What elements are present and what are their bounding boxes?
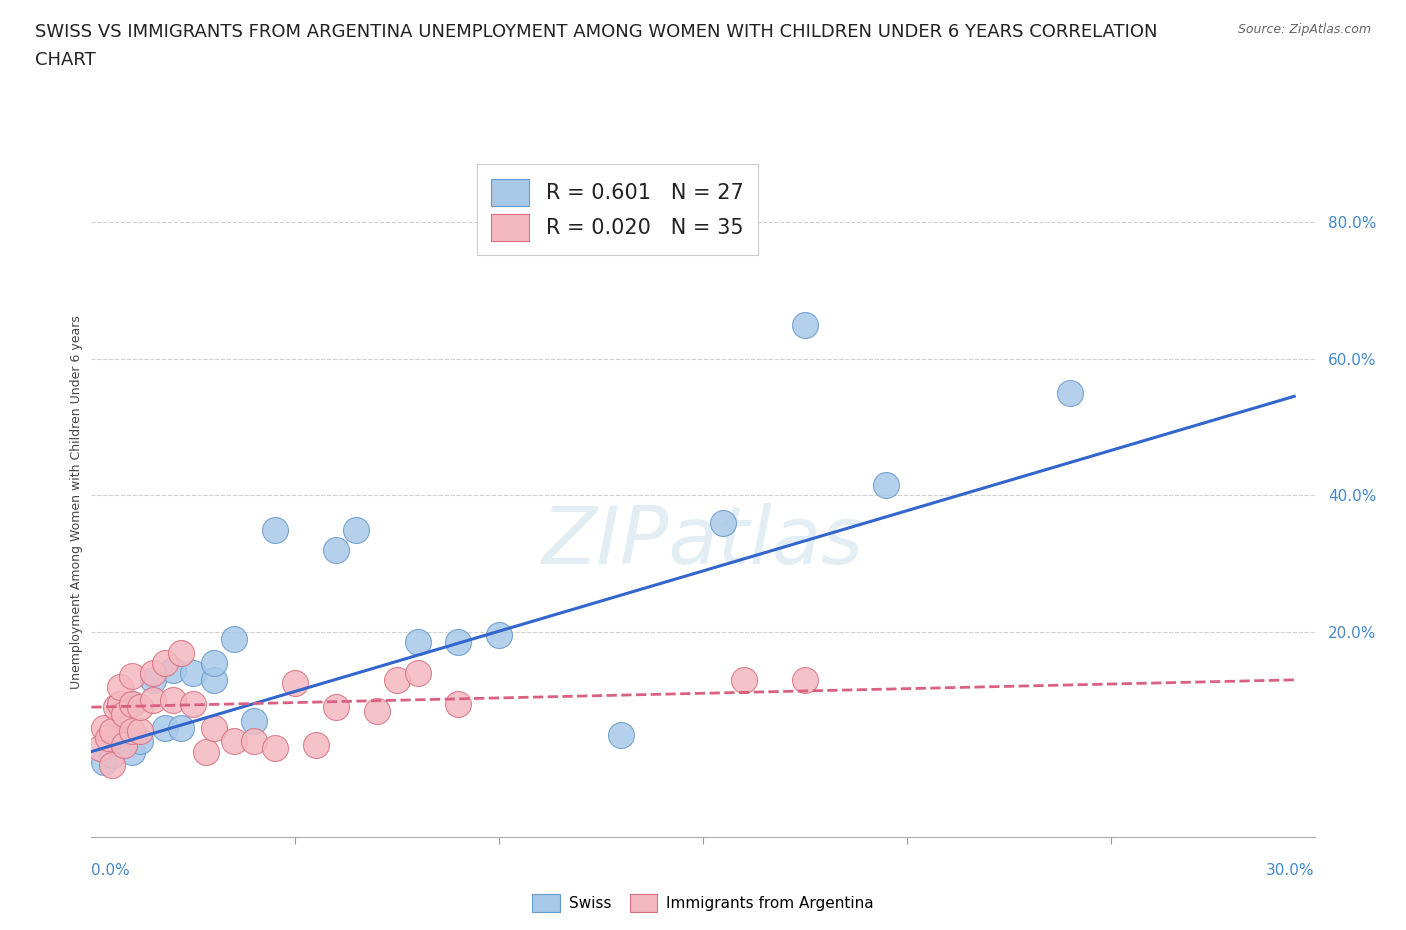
- Point: [222, 734, 246, 749]
- Point: [101, 748, 124, 763]
- Point: [222, 631, 246, 646]
- Text: Source: ZipAtlas.com: Source: ZipAtlas.com: [1237, 23, 1371, 36]
- Point: [264, 740, 287, 755]
- Point: [243, 734, 266, 749]
- Point: [447, 635, 470, 650]
- Point: [264, 522, 287, 537]
- Point: [153, 720, 176, 735]
- Point: [129, 724, 152, 738]
- Point: [1059, 385, 1081, 400]
- Point: [108, 679, 131, 694]
- Point: [129, 734, 152, 749]
- Text: ZIPatlas: ZIPatlas: [541, 503, 865, 581]
- Legend: R = 0.601   N = 27, R = 0.020   N = 35: R = 0.601 N = 27, R = 0.020 N = 35: [477, 165, 758, 256]
- Point: [793, 672, 815, 687]
- Point: [170, 720, 193, 735]
- Point: [202, 656, 225, 671]
- Point: [112, 737, 135, 752]
- Point: [121, 724, 143, 738]
- Point: [108, 697, 131, 711]
- Point: [183, 697, 205, 711]
- Point: [170, 645, 193, 660]
- Text: SWISS VS IMMIGRANTS FROM ARGENTINA UNEMPLOYMENT AMONG WOMEN WITH CHILDREN UNDER : SWISS VS IMMIGRANTS FROM ARGENTINA UNEMP…: [35, 23, 1157, 41]
- Point: [141, 693, 163, 708]
- Point: [112, 734, 135, 749]
- Point: [101, 758, 124, 773]
- Point: [366, 703, 388, 718]
- Point: [385, 672, 409, 687]
- Point: [93, 754, 115, 769]
- Point: [121, 697, 143, 711]
- Point: [406, 635, 429, 650]
- Legend: Swiss, Immigrants from Argentina: Swiss, Immigrants from Argentina: [526, 888, 880, 918]
- Point: [104, 699, 127, 714]
- Text: 30.0%: 30.0%: [1267, 863, 1315, 878]
- Point: [875, 478, 898, 493]
- Point: [711, 515, 734, 530]
- Point: [325, 542, 347, 557]
- Point: [488, 628, 510, 643]
- Point: [101, 724, 124, 738]
- Point: [202, 672, 225, 687]
- Point: [325, 699, 347, 714]
- Point: [243, 713, 266, 728]
- Point: [194, 744, 217, 759]
- Point: [101, 727, 124, 742]
- Point: [406, 666, 429, 681]
- Point: [129, 699, 152, 714]
- Text: 0.0%: 0.0%: [91, 863, 131, 878]
- Point: [121, 744, 143, 759]
- Point: [141, 672, 163, 687]
- Point: [93, 720, 115, 735]
- Point: [121, 697, 143, 711]
- Point: [89, 740, 111, 755]
- Y-axis label: Unemployment Among Women with Children Under 6 years: Unemployment Among Women with Children U…: [70, 315, 83, 689]
- Text: CHART: CHART: [35, 51, 96, 69]
- Point: [121, 669, 143, 684]
- Point: [162, 693, 184, 708]
- Point: [284, 676, 307, 691]
- Point: [183, 666, 205, 681]
- Point: [447, 697, 470, 711]
- Point: [162, 662, 184, 677]
- Point: [202, 720, 225, 735]
- Point: [346, 522, 368, 537]
- Point: [153, 656, 176, 671]
- Point: [112, 707, 135, 722]
- Point: [610, 727, 633, 742]
- Point: [733, 672, 755, 687]
- Point: [793, 317, 815, 332]
- Point: [97, 730, 120, 745]
- Point: [304, 737, 326, 752]
- Point: [141, 666, 163, 681]
